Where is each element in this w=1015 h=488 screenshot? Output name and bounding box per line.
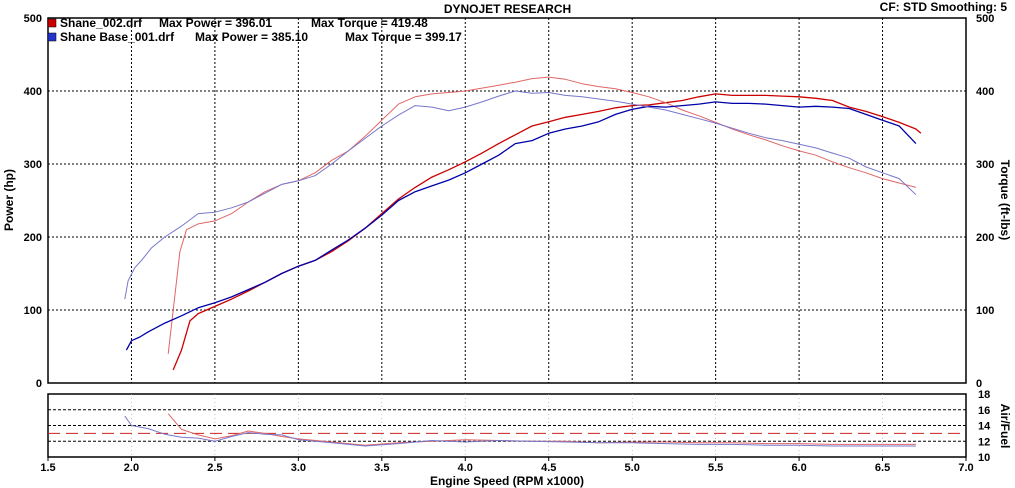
main-plot-frame — [47, 17, 967, 384]
power-torque-series — [124, 76, 922, 371]
x-tick-label: 5.0 — [625, 462, 640, 474]
y2-tick-label: 100 — [976, 305, 994, 317]
x-tick-label: 4.0 — [458, 462, 473, 474]
y-tick-label: 400 — [24, 86, 42, 98]
correction-factor-label: CF: STD Smoothing: 5 — [879, 0, 1007, 14]
x-axis-title: Engine Speed (RPM x1000) — [430, 474, 584, 488]
legend-swatch-run1 — [47, 18, 57, 28]
afr-line-run1 — [167, 413, 916, 446]
page-title: DYNOJET RESEARCH — [443, 2, 572, 16]
afr-tick-label: 12 — [978, 436, 990, 448]
legend-run1-torque: Max Torque = 419.48 — [311, 16, 428, 30]
afr-axis-title: Air/Fuel — [998, 404, 1012, 449]
afr-tick-label: 10 — [978, 452, 990, 464]
y-tick-label: 0 — [36, 378, 42, 390]
x-tick-label: 4.5 — [541, 462, 556, 474]
legend-run1-power: Max Power = 396.01 — [159, 16, 272, 30]
y2-tick-label: 500 — [976, 13, 994, 25]
x-tick-label: 5.5 — [708, 462, 723, 474]
main-plot-border — [47, 17, 967, 384]
y2-tick-label: 200 — [976, 232, 994, 244]
series-line-run1-torque — [167, 76, 917, 354]
y2-tick-label: 0 — [976, 378, 982, 390]
y-tick-label: 100 — [24, 305, 42, 317]
x-tick-label: 7.0 — [958, 462, 973, 474]
afr-reference-lines — [48, 394, 966, 457]
x-tick-label: 6.0 — [791, 462, 806, 474]
x-tick-label: 2.0 — [124, 462, 139, 474]
y2-tick-label: 300 — [976, 159, 994, 171]
legend-swatch-run2 — [47, 32, 57, 42]
y-tick-label: 300 — [24, 159, 42, 171]
main-plot-grid — [48, 18, 966, 383]
afr-tick-label: 18 — [978, 389, 990, 401]
x-tick-label: 6.5 — [875, 462, 890, 474]
y-tick-label: 500 — [24, 13, 42, 25]
afr-series — [124, 413, 916, 447]
y-axis-title: Power (hp) — [2, 169, 16, 231]
y-tick-label: 200 — [24, 232, 42, 244]
legend-run1-file: Shane_002.drf — [60, 16, 143, 30]
legend-run2-power: Max Power = 385.10 — [195, 30, 308, 44]
afr-tick-label: 14 — [978, 421, 991, 433]
series-line-run2-torque — [124, 90, 917, 300]
afr-line-run2 — [124, 415, 916, 447]
x-tick-label: 2.5 — [207, 462, 222, 474]
axis-ticks: 1.5 2.0 2.5 3.0 3.5 4.0 4.5 5.0 5.5 6.0 6.5 7.00100… — [24, 13, 995, 474]
afr-tick-label: 16 — [978, 405, 990, 417]
y2-axis-title: Torque (ft-lbs) — [998, 160, 1012, 240]
legend: Shane_002.drf Max Power = 396.01 Max Tor… — [47, 16, 462, 44]
x-tick-label: 1.5 — [40, 462, 55, 474]
series-line-run2-power — [125, 101, 917, 351]
legend-run2-torque: Max Torque = 399.17 — [345, 30, 462, 44]
x-tick-label: 3.5 — [374, 462, 389, 474]
x-tick-label: 3.0 — [291, 462, 306, 474]
y2-tick-label: 400 — [976, 86, 994, 98]
legend-run2-file: Shane Base_001.drf — [60, 30, 175, 44]
